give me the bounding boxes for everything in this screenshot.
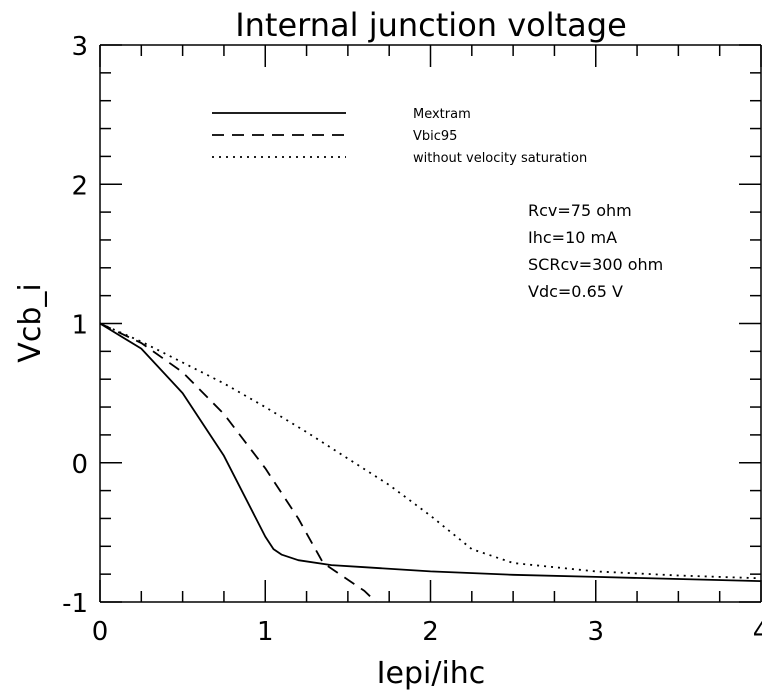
x-tick-label: 3 [587,617,604,647]
legend-label-2: Vbic95 [413,129,457,144]
annotation-text: Ihc=10 mA [528,228,617,247]
y-tick-label: 2 [71,171,88,201]
legend-label-1: Mextram [413,107,471,122]
x-tick-label: 1 [257,617,274,647]
y-axis-label: Vcb_i [13,283,48,362]
annotation-text: Rcv=75 ohm [528,201,632,220]
y-tick-label: 0 [71,450,88,480]
chart-title: Internal junction voltage [235,6,627,44]
series-layer [99,322,762,603]
series-line-1 [99,322,762,582]
x-tick-label: 4 [753,617,762,647]
legend: Mextram Vbic95 without velocity saturation [212,107,587,166]
x-tick-label: 0 [92,617,109,647]
annotation-text: SCRcv=300 ohm [528,255,663,274]
y-tick-label: -1 [62,589,88,619]
legend-label-3: without velocity saturation [413,151,587,166]
x-axis-label: Iepi/ihc [377,656,486,690]
annotation-text: Vdc=0.65 V [528,282,623,301]
y-tick-label: 1 [71,311,88,341]
y-tick-label: 3 [71,32,88,62]
x-tick-label: 2 [422,617,439,647]
series-line-2 [99,322,377,603]
annotations: Rcv=75 ohm Ihc=10 mA SCRcv=300 ohm Vdc=0.65… [528,201,663,301]
series-line-3 [99,322,762,580]
